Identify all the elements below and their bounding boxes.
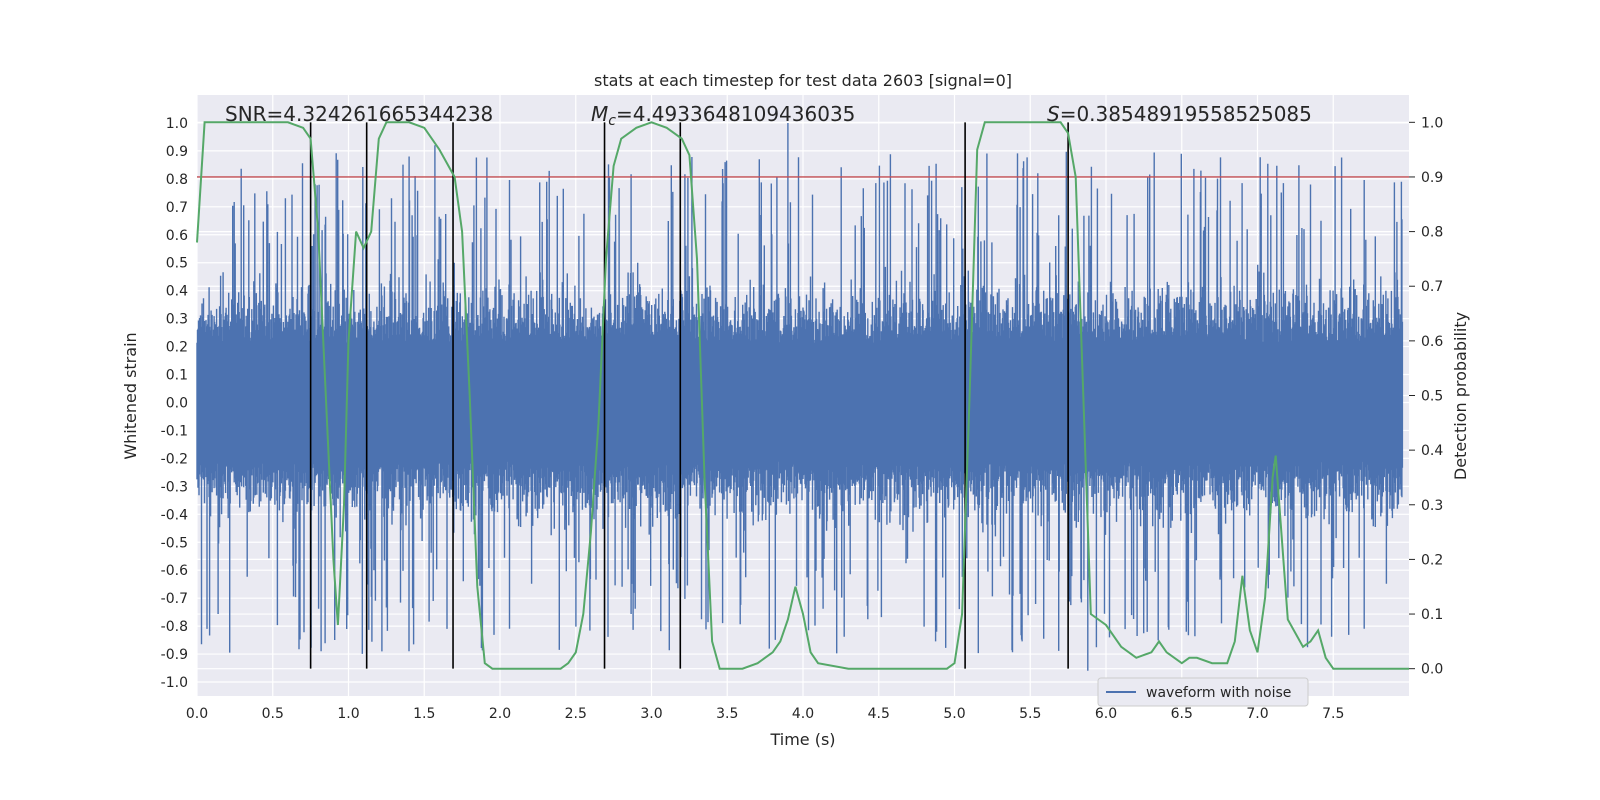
x-axis-label: Time (s) xyxy=(769,730,835,749)
s-annotation: S=0.38548919558525085 xyxy=(1047,102,1312,126)
legend-box xyxy=(1097,677,1309,707)
x-tick-label-1: 0.5 xyxy=(262,706,284,722)
x-tick-labels: 0.0 0.5 1.0 1.5 2.0 2.5 3.0 3.5 4.0 4.5 5.0 5.5 6.0 6… xyxy=(186,706,1345,722)
legend-entry-waveform: waveform with noise xyxy=(1146,685,1291,701)
snr-annotation: SNR=4.324261665344238 xyxy=(225,102,493,126)
x-tick-label-11: 5.5 xyxy=(1019,706,1041,722)
y-tick-label-20: -1.0 xyxy=(161,675,188,691)
y-tick-label-16: -0.6 xyxy=(161,563,188,579)
x-tick-label-6: 3.0 xyxy=(640,706,662,722)
y2-tick-label-8: 0.2 xyxy=(1421,552,1443,568)
x-tick-label-5: 2.5 xyxy=(565,706,587,722)
detection-probability-series xyxy=(196,121,1409,670)
y-tick-label-17: -0.7 xyxy=(161,591,188,607)
y2-tick-label-0: 1.0 xyxy=(1421,115,1443,131)
y-tick-labels: 1.0 0.9 0.8 0.7 0.6 0.5 0.4 0.3 0.2 0.1 0.0 -0.1 -0.… xyxy=(161,116,188,691)
s-value: =0.38548919558525085 xyxy=(1060,102,1312,126)
x-tick-label-13: 6.5 xyxy=(1171,706,1193,722)
y2-tick-label-6: 0.4 xyxy=(1421,443,1443,459)
x-tick-label-0: 0.0 xyxy=(186,706,208,722)
y-tick-label-15: -0.5 xyxy=(161,535,188,551)
y2-tick-label-9: 0.1 xyxy=(1421,607,1443,623)
y2-tick-labels: 1.0 0.9 0.8 0.7 0.6 0.5 0.4 0.3 0.2 0.1 0.0 xyxy=(1409,115,1443,678)
y-tick-label-8: 0.2 xyxy=(166,340,188,356)
y-tick-label-10: 0.0 xyxy=(166,395,188,411)
chart-title: stats at each timestep for test data 260… xyxy=(594,71,1012,90)
y-tick-label-19: -0.9 xyxy=(161,647,188,663)
x-tick-label-9: 4.5 xyxy=(868,706,890,722)
y-tick-label-2: 0.8 xyxy=(166,172,188,188)
legend: waveform with noise xyxy=(1097,677,1309,707)
x-tick-label-12: 6.0 xyxy=(1095,706,1117,722)
chirp-mass-symbol: M xyxy=(591,102,608,126)
y-tick-label-9: 0.1 xyxy=(166,368,188,384)
y2-tick-label-4: 0.6 xyxy=(1421,334,1443,350)
x-tick-label-3: 1.5 xyxy=(413,706,435,722)
y-tick-label-3: 0.7 xyxy=(166,200,188,216)
y-tick-label-18: -0.8 xyxy=(161,619,188,635)
x-tick-label-4: 2.0 xyxy=(489,706,511,722)
y-tick-label-0: 1.0 xyxy=(166,116,188,132)
x-tick-label-10: 5.0 xyxy=(943,706,965,722)
y-tick-label-5: 0.5 xyxy=(166,256,188,272)
x-tick-label-14: 7.0 xyxy=(1246,706,1268,722)
y2-tick-label-2: 0.8 xyxy=(1421,225,1443,241)
x-tick-label-8: 4.0 xyxy=(792,706,814,722)
y-tick-label-1: 0.9 xyxy=(166,144,188,160)
y-tick-label-12: -0.2 xyxy=(161,451,188,467)
y2-tick-label-10: 0.0 xyxy=(1421,662,1443,678)
chirp-mass-subscript: c xyxy=(608,113,616,129)
y2-tick-label-7: 0.3 xyxy=(1421,498,1443,514)
chirp-mass-annotation: Mc=4.4933648109436035 xyxy=(591,102,855,129)
vertical-markers xyxy=(309,122,1069,669)
x-tick-label-7: 3.5 xyxy=(716,706,738,722)
s-symbol: S xyxy=(1047,102,1060,126)
x-tick-label-2: 1.0 xyxy=(337,706,359,722)
y-tick-label-13: -0.3 xyxy=(161,479,188,495)
y-tick-label-11: -0.1 xyxy=(161,423,188,439)
x-tick-label-15: 7.5 xyxy=(1322,706,1344,722)
y-tick-label-7: 0.3 xyxy=(166,312,188,328)
y-tick-label-14: -0.4 xyxy=(161,507,188,523)
y2-axis-label: Detection probability xyxy=(1451,312,1470,480)
y2-tick-label-5: 0.5 xyxy=(1421,389,1443,405)
y2-tick-label-3: 0.7 xyxy=(1421,279,1443,295)
y-tick-label-6: 0.4 xyxy=(166,284,188,300)
y-tick-label-4: 0.6 xyxy=(166,228,188,244)
y2-tick-label-1: 0.9 xyxy=(1421,170,1443,186)
y-axis-label: Whitened strain xyxy=(121,332,140,459)
chirp-mass-value: =4.4933648109436035 xyxy=(616,102,855,126)
